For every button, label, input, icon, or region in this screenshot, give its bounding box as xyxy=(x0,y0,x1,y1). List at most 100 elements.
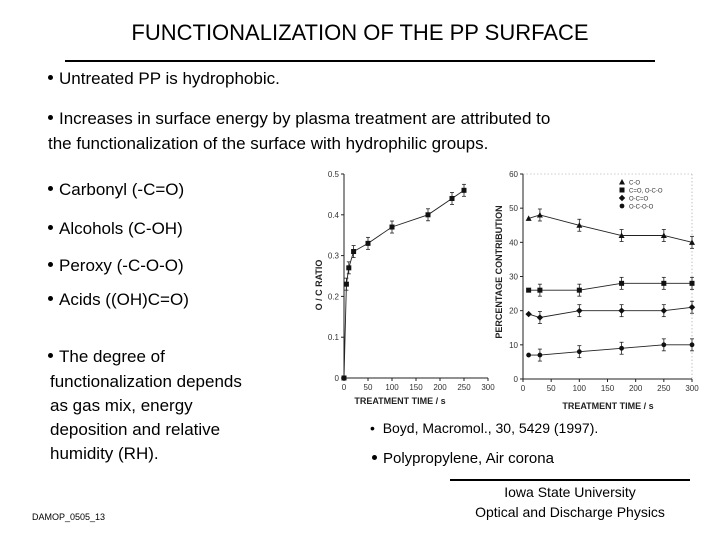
oc-ratio-series xyxy=(341,183,467,381)
bullet-dot-icon xyxy=(48,186,53,192)
c2-data-point xyxy=(576,307,583,314)
c2-data-point xyxy=(576,287,582,293)
bullet-degree-line-3: as gas mix, energy xyxy=(50,396,193,415)
c2-x-tick-label: 300 xyxy=(685,384,699,393)
oc-ratio-x-ticks: 0 50 100 150 200 250 300 xyxy=(342,378,495,392)
bullet-degree-text: The degree of xyxy=(59,347,165,366)
c1-data-point xyxy=(346,265,352,271)
bullet-dot-icon xyxy=(48,115,53,121)
c1-x-tick-label: 300 xyxy=(481,383,495,392)
c2-data-point xyxy=(619,345,624,351)
oc-ratio-y-ticks: 0 0.1 0.2 0.3 0.4 0.5 xyxy=(328,170,344,383)
c1-x-tick-label: 0 xyxy=(342,383,347,392)
c2-y-tick-label: 10 xyxy=(509,341,518,350)
bullet-carbonyl-text: Carbonyl (-C=O) xyxy=(59,180,185,199)
bullet-increase-text: Increases in surface energy by plasma tr… xyxy=(59,109,551,128)
percentage-series xyxy=(525,208,696,362)
c1-x-tick-label: 50 xyxy=(364,383,373,392)
c1-y-tick-label: 0 xyxy=(335,374,340,383)
c2-legend-marker xyxy=(619,179,625,185)
c1-data-point xyxy=(351,249,357,255)
bullet-acids-text: Acids ((OH)C=O) xyxy=(59,290,189,309)
reference-boyd-text: Boyd, Macromol., 30, 5429 (1997). xyxy=(382,420,599,436)
c2-data-point xyxy=(525,310,532,318)
c1-x-tick-label: 150 xyxy=(409,383,423,392)
bullet-dot-icon xyxy=(48,262,53,268)
percentage-y-label: PERCENTAGE CONTRIBUTION xyxy=(494,205,504,338)
c2-y-tick-label: 60 xyxy=(509,170,518,179)
c2-x-tick-label: 0 xyxy=(521,384,526,393)
c1-x-tick-label: 250 xyxy=(457,383,471,392)
bullet-dot-icon xyxy=(48,75,53,81)
c2-legend-label: C=O, O-C-O xyxy=(629,189,663,195)
percentage-contribution-chart: 0 10 20 30 40 50 60 0 50 100 150 200 250 300 C-O C=O,… xyxy=(494,170,699,411)
bullet-dot-icon xyxy=(48,225,53,231)
bullet-increase-continuation: the functionalization of the surface wit… xyxy=(48,134,489,153)
c2-y-tick-label: 0 xyxy=(514,375,519,384)
c1-y-tick-label: 0.5 xyxy=(328,170,340,179)
reference-polypropylene: Polypropylene, Air corona xyxy=(372,450,554,467)
c1-data-point xyxy=(449,195,455,201)
c2-legend-marker xyxy=(619,187,625,193)
c2-x-tick-label: 250 xyxy=(657,384,671,393)
c2-data-point xyxy=(526,287,532,293)
c2-legend-label: C-O xyxy=(629,181,640,187)
percentage-axes xyxy=(522,173,693,380)
c2-data-point xyxy=(537,352,543,358)
c2-data-point xyxy=(618,232,625,238)
c2-y-tick-label: 20 xyxy=(509,307,518,316)
c2-legend-marker xyxy=(618,194,626,202)
bullet-degree: The degree of xyxy=(48,346,165,368)
bullet-degree-line-2: functionalization depends xyxy=(50,372,242,391)
c2-x-tick-label: 200 xyxy=(629,384,643,393)
c1-y-tick-label: 0.4 xyxy=(328,211,340,220)
c1-data-point xyxy=(341,375,347,381)
c2-data-point xyxy=(618,307,625,314)
c2-data-point xyxy=(537,287,543,293)
c2-data-point xyxy=(688,304,696,311)
percentage-legend: C-O C=O, O-C-O O-C=O O-C-O-O xyxy=(618,179,663,211)
c2-series-line xyxy=(528,344,692,356)
bullet-alcohols-text: Alcohols (C-OH) xyxy=(59,219,183,238)
c2-data-point xyxy=(689,239,695,245)
reference-pp-text: Polypropylene, Air corona xyxy=(383,450,554,467)
c1-data-point xyxy=(365,240,371,246)
slide-title: FUNCTIONALIZATION OF THE PP SURFACE xyxy=(131,20,589,45)
c1-y-tick-label: 0.3 xyxy=(328,252,340,261)
c1-data-point xyxy=(343,281,349,287)
bullet-untreated-text: Untreated PP is hydrophobic. xyxy=(59,69,280,88)
bullet-alcohols: Alcohols (C-OH) xyxy=(48,218,183,240)
bullet-peroxy-text: Peroxy (-C-O-O) xyxy=(59,256,184,275)
c2-series-line xyxy=(528,282,692,291)
c1-series-line xyxy=(343,189,465,379)
oc-ratio-y-label: O / C RATIO xyxy=(314,260,324,311)
c2-data-point xyxy=(525,215,532,221)
c2-legend-marker xyxy=(619,203,625,209)
percentage-x-ticks: 0 50 100 150 200 250 300 xyxy=(521,379,699,393)
c2-data-point xyxy=(661,342,667,348)
bullet-dot-icon xyxy=(48,296,53,302)
c2-data-point xyxy=(536,212,543,218)
percentage-x-label: TREATMENT TIME / s xyxy=(562,401,653,411)
bullet-dot-icon xyxy=(372,454,377,460)
c1-y-tick-label: 0.1 xyxy=(328,333,340,342)
c2-data-point xyxy=(536,314,544,321)
footer-department: Optical and Discharge Physics xyxy=(475,504,665,520)
c2-data-point xyxy=(576,349,582,355)
oc-ratio-axes xyxy=(343,174,488,379)
c2-data-point xyxy=(619,280,625,286)
bullet-dot-icon xyxy=(48,353,53,359)
c2-x-tick-label: 150 xyxy=(601,384,615,393)
c2-data-point xyxy=(660,232,667,238)
c1-data-point xyxy=(389,224,395,230)
footer-rule xyxy=(450,479,690,481)
reference-boyd: • Boyd, Macromol., 30, 5429 (1997). xyxy=(370,420,598,436)
footer-university: Iowa State University xyxy=(504,484,636,500)
title-underline xyxy=(65,60,655,62)
c2-data-point xyxy=(661,280,667,286)
c1-data-point xyxy=(425,212,431,218)
percentage-y-ticks: 0 10 20 30 40 50 60 xyxy=(509,170,523,384)
c2-x-tick-label: 50 xyxy=(547,384,556,393)
c2-series-line xyxy=(528,214,693,243)
bullet-increase: Increases in surface energy by plasma tr… xyxy=(48,108,550,130)
